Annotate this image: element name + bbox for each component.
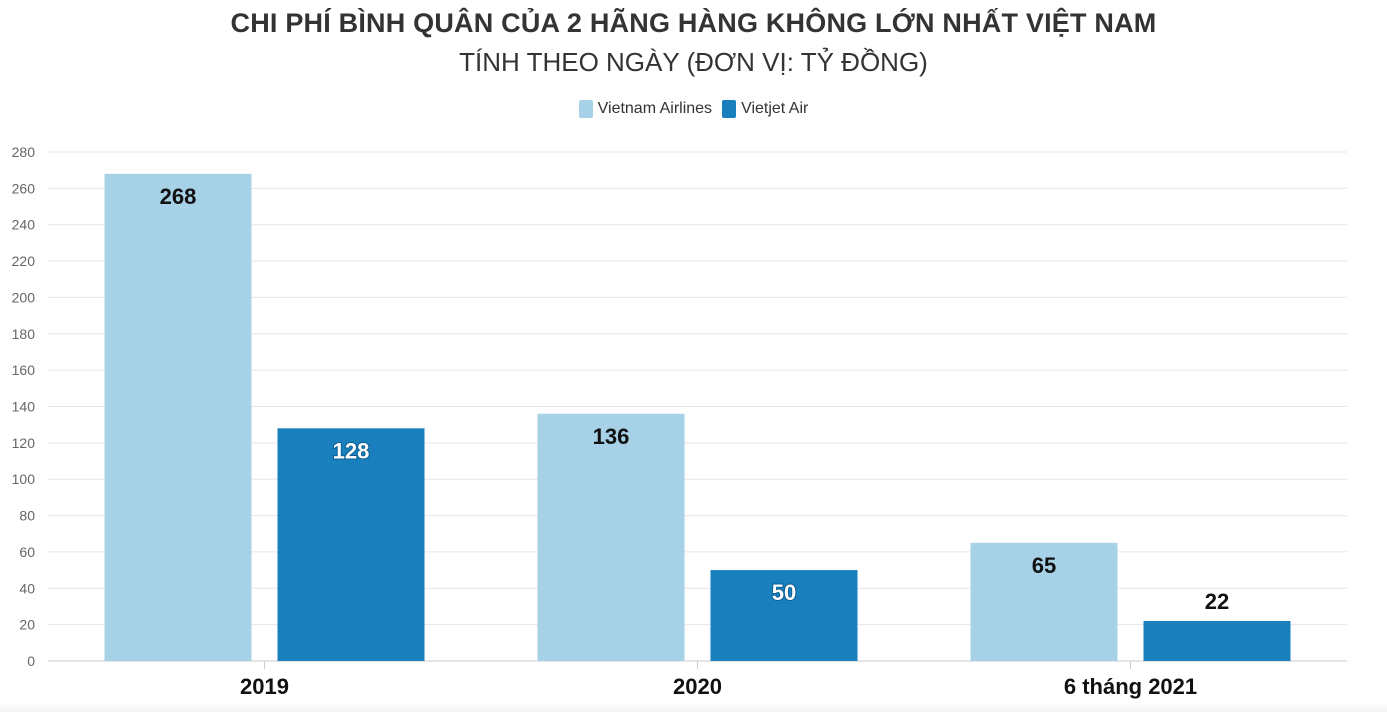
y-tick-label: 120 <box>12 435 36 451</box>
chart-title: CHI PHÍ BÌNH QUÂN CỦA 2 HÃNG HÀNG KHÔNG … <box>230 8 1157 38</box>
data-label: 65 <box>1032 553 1056 578</box>
legend-item-vietjet-air[interactable]: Vietjet Air <box>722 100 808 118</box>
bar <box>710 570 858 661</box>
y-tick-label: 100 <box>12 471 36 487</box>
data-label: 268 <box>160 184 197 209</box>
bar <box>537 413 685 661</box>
y-tick-label: 160 <box>12 362 36 378</box>
y-tick-label: 240 <box>12 217 36 233</box>
bar <box>970 542 1118 661</box>
data-label: 128 <box>333 438 370 463</box>
chart-subtitle: TÍNH THEO NGÀY (ĐƠN VỊ: TỶ ĐỒNG) <box>459 47 928 77</box>
data-label: 22 <box>1205 589 1229 614</box>
y-tick-label: 40 <box>19 580 35 596</box>
legend-item-vietnam-airlines[interactable]: Vietnam Airlines <box>578 100 713 118</box>
legend: Vietnam Airlines Vietjet Air <box>0 100 1387 118</box>
x-tick-label: 2020 <box>673 674 722 699</box>
y-tick-label: 200 <box>12 289 36 305</box>
y-tick-label: 80 <box>19 508 35 524</box>
y-tick-label: 60 <box>19 544 35 560</box>
legend-swatch-vietjet-air <box>722 100 737 118</box>
bar <box>104 173 252 662</box>
y-tick-label: 140 <box>12 399 36 415</box>
x-tick-label: 2019 <box>240 674 289 699</box>
bar <box>1143 621 1291 661</box>
x-tick-label: 6 tháng 2021 <box>1064 674 1197 699</box>
data-label: 50 <box>772 580 796 605</box>
data-label: 136 <box>593 424 630 449</box>
y-tick-label: 0 <box>27 653 35 669</box>
bottom-fade <box>0 702 1387 712</box>
y-tick-label: 20 <box>19 617 35 633</box>
legend-swatch-vietnam-airlines <box>578 100 593 118</box>
legend-label-vietnam-airlines: Vietnam Airlines <box>597 100 713 117</box>
y-tick-label: 280 <box>12 144 36 160</box>
bar <box>277 428 425 661</box>
y-tick-label: 260 <box>12 180 36 196</box>
y-tick-label: 180 <box>12 326 36 342</box>
legend-label-vietjet-air: Vietjet Air <box>741 100 809 117</box>
y-tick-label: 220 <box>12 253 36 269</box>
